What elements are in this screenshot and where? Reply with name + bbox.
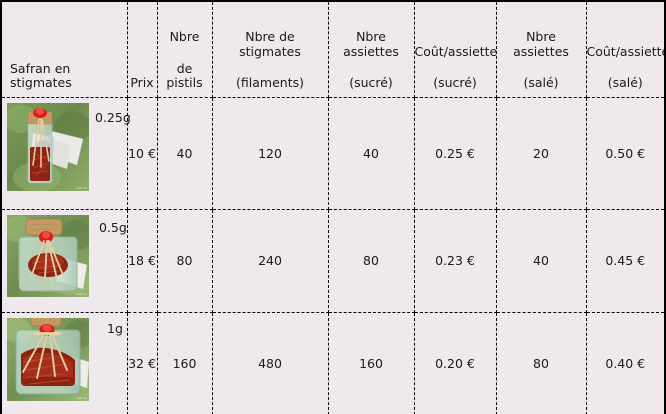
cell-cost-sweet: 0.20 € [414,312,497,414]
column-header-cost-savory: Coût/assiette (salé) [586,2,666,98]
cell-plates-savory: 40 [496,209,587,313]
cell-plates-savory: 80 [496,312,587,414]
column-header-pistils-line1: Nbre [169,29,200,45]
column-header-plates-sweet-line2: (sucré) [349,75,393,91]
cell-pistils: 80 [157,209,213,313]
cell-price: 18 € [127,209,158,313]
column-header-pistils-line2: de pistils [166,60,203,91]
column-header-plates-sweet-line1: Nbre assiettes [343,29,399,59]
cell-plates-sweet: 80 [328,209,415,313]
cell-stigmates: 120 [212,97,329,210]
saffron-jar-small-image: safran [7,214,89,297]
product-cell-025g: safran 0.25g [2,97,131,210]
image-watermark: safran [76,291,87,296]
column-header-cost-savory-line2: (salé) [607,75,643,91]
cell-plates-sweet: 160 [328,312,415,414]
product-weight-label: 0.5g [99,219,127,235]
column-header-product: Safran en stigmates [2,2,128,98]
column-header-plates-sweet: Nbre assiettes (sucré) [328,2,415,98]
cell-cost-savory: 0.40 € [586,312,664,414]
cell-price: 10 € [127,97,158,210]
product-weight-label: 0.25g [95,109,131,125]
cell-cost-sweet: 0.23 € [414,209,497,313]
cell-cost-savory: 0.45 € [586,209,664,313]
table-row: safran 0.5g 18 € 80 240 80 0.23 € 40 0.4… [2,209,664,313]
column-header-plates-savory-line2: (salé) [523,75,559,91]
column-header-stigmates: Nbre de stigmates (filaments) [212,2,329,98]
column-header-stigmates-line1: Nbre de stigmates [239,29,301,59]
table-header-row: Safran en stigmates Prix Nbre de pistils… [2,2,666,98]
cell-cost-savory: 0.50 € [586,97,664,210]
column-header-cost-sweet: Coût/assiette (sucré) [414,2,498,98]
cell-cost-sweet: 0.25 € [414,97,497,210]
column-header-cost-savory-line1: Coût/assiette [586,43,666,59]
column-header-stigmates-line2: (filaments) [236,75,304,91]
table-row: safran 0.25g 10 € 40 120 40 0.25 € 20 0.… [2,97,664,210]
cell-stigmates: 240 [212,209,329,313]
cell-pistils: 160 [157,312,213,414]
product-cell-05g: safran 0.5g [2,209,128,313]
column-header-plates-savory-line1: Nbre assiettes [513,29,569,59]
column-header-plates-savory: Nbre assiettes (salé) [496,2,587,98]
column-header-cost-sweet-line1: Coût/assiette [414,43,498,59]
cell-stigmates: 480 [212,312,329,414]
column-header-pistils: Nbre de pistils [157,2,213,98]
column-header-price: Prix [127,2,158,98]
column-header-cost-sweet-line2: (sucré) [433,75,477,91]
saffron-jar-large-image: safran [7,317,89,401]
column-header-price-line2: Prix [130,75,154,91]
cell-pistils: 40 [157,97,213,210]
product-cell-1g: safran 1g [2,312,128,414]
table-row: safran 1g 32 € 160 480 160 0.20 € 80 0.4… [2,312,664,414]
cell-plates-savory: 20 [496,97,587,210]
column-header-product-line2: Safran en stigmates [10,60,72,91]
saffron-vial-tall-image: safran [7,102,89,191]
image-watermark: safran [76,185,87,190]
product-weight-label: 1g [107,320,123,336]
image-watermark: safran [76,395,87,400]
cell-plates-sweet: 40 [328,97,415,210]
cell-price: 32 € [127,312,158,414]
